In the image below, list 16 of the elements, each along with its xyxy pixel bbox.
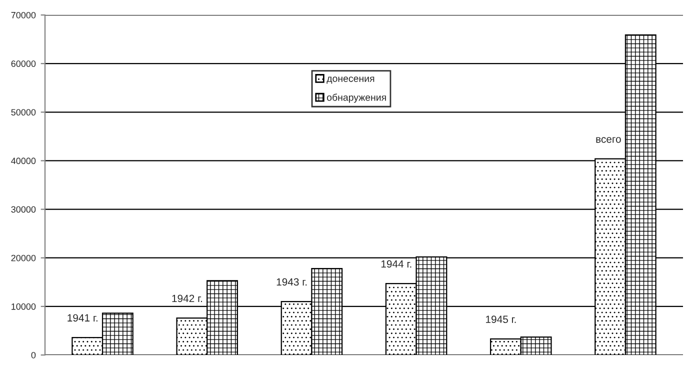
x-tick-label: 1943 г. — [276, 278, 307, 286]
y-tick-label: 0 — [31, 352, 36, 358]
x-tick-label: 1941 г. — [68, 314, 98, 322]
y-tick-label: 50000 — [11, 109, 36, 116]
y-tick-label: 60000 — [11, 60, 36, 67]
x-tick-label: 1942 г. — [172, 294, 202, 302]
legend-label: обнаружения — [327, 94, 386, 103]
y-tick-label: 30000 — [11, 206, 36, 213]
y-tick-label: 70000 — [11, 12, 36, 18]
y-tick-label: 10000 — [12, 303, 36, 310]
x-tick-label: 1945 г. — [486, 316, 516, 324]
y-tick-label: 40000 — [11, 158, 36, 164]
x-tick-label: 1944 г. — [381, 260, 412, 268]
legend-label: донесения — [326, 76, 374, 84]
x-tick-label: всего — [596, 137, 621, 143]
y-tick-label: 20000 — [11, 254, 36, 262]
